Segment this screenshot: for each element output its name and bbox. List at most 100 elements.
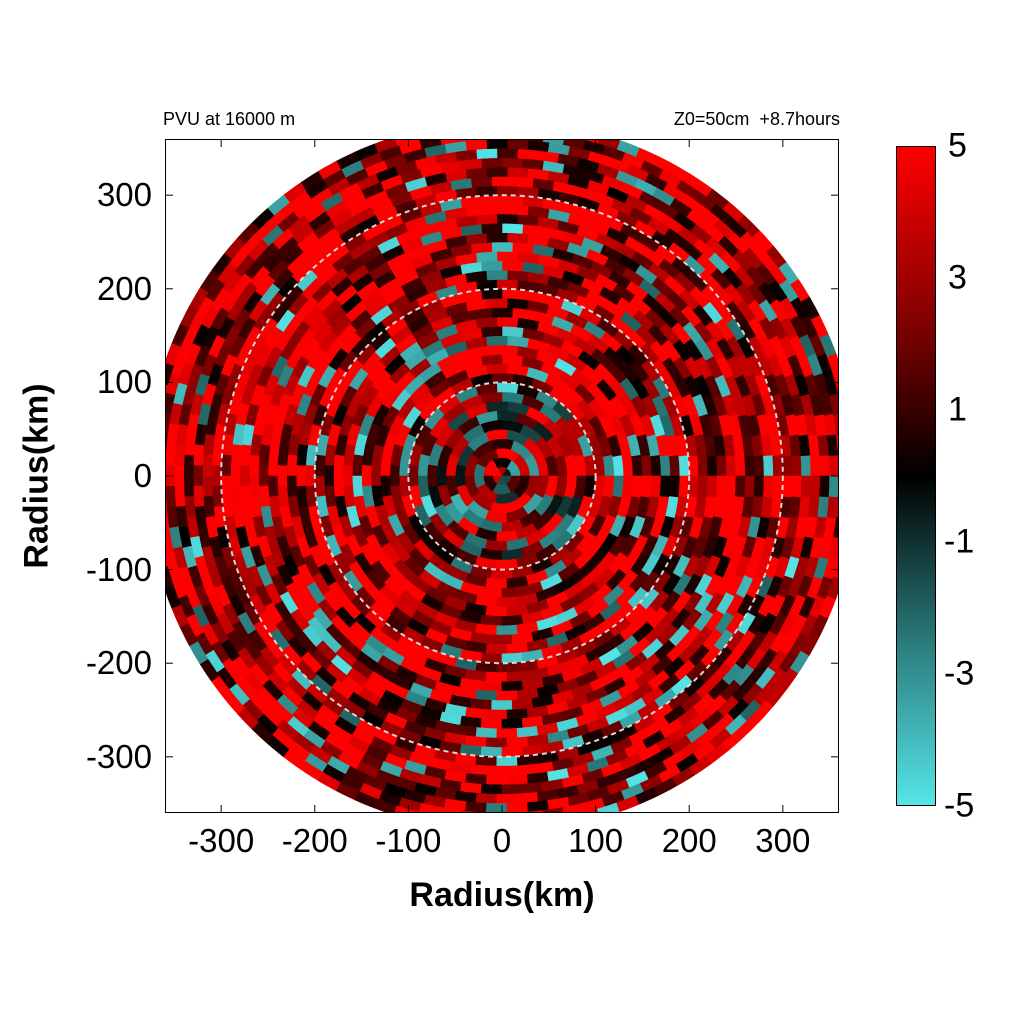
heatmap-cell	[791, 454, 802, 477]
reference-circles	[220, 194, 784, 758]
heatmap-cell	[496, 624, 519, 636]
heatmap-cell	[485, 232, 508, 243]
heatmap-cell	[165, 516, 171, 539]
heatmap-cell	[485, 335, 508, 347]
heatmap-cell	[501, 783, 524, 795]
heatmap-cell	[374, 798, 398, 813]
heatmap-cell	[511, 764, 534, 776]
heatmap-cell	[480, 586, 503, 599]
plot-title-left: PVU at 16000 m	[163, 109, 296, 129]
heatmap-cell	[305, 465, 316, 487]
y-tick-label: 0	[133, 457, 152, 494]
heatmap-cell	[491, 700, 513, 711]
heatmap-cell	[496, 213, 518, 225]
heatmap-cell	[809, 454, 821, 477]
heatmap-cell	[501, 652, 524, 664]
heatmap-cell	[473, 463, 486, 489]
heatmap-cell	[165, 444, 177, 467]
heatmap-cell	[716, 454, 728, 477]
heatmap-cell	[809, 475, 821, 498]
heatmap-cell	[342, 465, 353, 487]
heatmap-cell	[480, 223, 503, 234]
heatmap-cell	[734, 454, 746, 477]
heatmap-cell	[485, 269, 508, 281]
heatmap-cell	[516, 791, 539, 804]
heatmap-cell	[501, 680, 524, 692]
heatmap-cell	[491, 765, 513, 776]
colorbar-tick-label: 5	[948, 126, 967, 165]
heatmap-cell	[501, 746, 524, 758]
colorbar-tick-label: 3	[948, 258, 967, 297]
heatmap-cell	[286, 454, 298, 477]
heatmap-cell	[501, 614, 524, 627]
heatmap-cell	[506, 736, 529, 748]
heatmap-cell	[475, 148, 498, 160]
heatmap-cell	[506, 708, 529, 720]
x-tick-label: -300	[188, 822, 255, 859]
heatmap-cell	[192, 444, 205, 467]
heatmap-cell	[220, 475, 232, 498]
heatmap-cell	[506, 166, 529, 178]
heatmap-cell	[706, 475, 718, 498]
heatmap-cell	[485, 802, 508, 813]
y-tick-label: -300	[85, 737, 152, 775]
heatmap-cell	[668, 454, 681, 477]
heatmap-cell	[496, 558, 519, 570]
heatmap-cell	[496, 279, 519, 290]
heatmap-cell	[485, 605, 508, 617]
heatmap-cell	[486, 774, 508, 786]
heatmap-field	[165, 139, 839, 813]
heatmap-cell	[490, 502, 514, 514]
heatmap-cell	[491, 241, 513, 252]
heatmap-cell	[480, 614, 503, 627]
heatmap-cell	[165, 485, 177, 508]
heatmap-cell	[506, 774, 529, 786]
heatmap-cell	[286, 475, 298, 498]
x-tick-label: 300	[755, 822, 811, 859]
heatmap-cell	[220, 454, 232, 477]
colorbar-tick-label: 1	[948, 390, 967, 429]
heatmap-cell	[475, 727, 498, 739]
heatmap-cell	[725, 454, 737, 477]
heatmap-cell	[323, 465, 335, 487]
heatmap-cell	[496, 316, 519, 328]
heatmap-cell	[485, 671, 508, 683]
heatmap-cell	[165, 362, 174, 386]
heatmap-cell	[174, 485, 186, 508]
heatmap-cell	[496, 530, 519, 542]
heatmap-cell	[370, 465, 382, 487]
heatmap-cell	[706, 454, 718, 477]
heatmap-cell	[496, 185, 519, 196]
heatmap-cell	[506, 802, 529, 813]
tick-marks	[165, 139, 839, 813]
heatmap-cell	[826, 575, 839, 600]
heatmap-cell	[202, 475, 213, 498]
heatmap-cell	[333, 454, 345, 477]
heatmap-cell	[506, 139, 529, 150]
heatmap-cell	[439, 807, 462, 813]
plot-title-right: Z0=50cm +8.7hours	[673, 109, 840, 129]
heatmap-cell	[506, 232, 529, 244]
heatmap-cell	[475, 689, 498, 701]
heatmap-cell	[496, 793, 518, 804]
heatmap-cell	[650, 454, 662, 477]
heatmap-cell	[480, 353, 503, 366]
heatmap-cell	[678, 454, 690, 477]
heatmap-cell	[230, 465, 241, 487]
heatmap-cell	[501, 223, 524, 234]
heatmap-cell	[697, 454, 709, 477]
heatmap-cell	[496, 148, 518, 159]
x-tick-label: 0	[492, 822, 512, 859]
heatmap-cell	[621, 475, 634, 498]
heatmap-cell	[230, 444, 243, 467]
heatmap-cell	[833, 516, 839, 539]
heatmap-cell	[165, 566, 174, 590]
heatmap-cell	[485, 363, 508, 375]
heatmap-cell	[640, 454, 653, 477]
heatmap-cell	[485, 737, 508, 748]
heatmap-cell	[480, 260, 503, 272]
heatmap-cell	[192, 485, 205, 508]
reference-circle	[220, 194, 784, 758]
heatmap-cell	[436, 464, 447, 488]
heatmap-cell	[475, 251, 498, 263]
